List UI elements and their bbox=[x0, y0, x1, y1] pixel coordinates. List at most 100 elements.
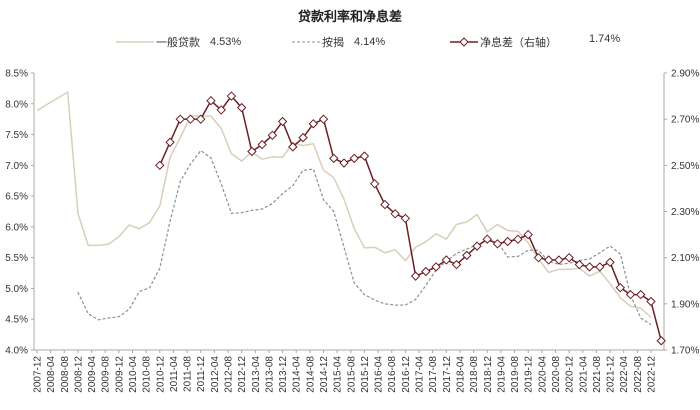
x-axis-tick-label: 2018-12 bbox=[483, 356, 494, 393]
diamond-marker-icon bbox=[216, 105, 226, 115]
left-axis-tick-label: 5.5% bbox=[5, 253, 28, 264]
x-axis-tick-label: 2015-08 bbox=[346, 356, 357, 393]
diamond-marker-icon bbox=[615, 282, 625, 293]
legend-value: 4.53% bbox=[210, 36, 242, 48]
x-axis-tick-label: 2008-12 bbox=[73, 356, 84, 393]
x-axis-tick-label: 2017-04 bbox=[415, 356, 426, 393]
x-axis-tick-label: 2013-12 bbox=[278, 356, 289, 393]
chart-title: 贷款利率和净息差 bbox=[297, 10, 402, 25]
solid-line-legend-icon bbox=[116, 41, 154, 43]
legend-value: 1.74% bbox=[589, 33, 621, 45]
diamond-marker-icon bbox=[155, 160, 165, 171]
diamond-marker-icon bbox=[503, 236, 513, 247]
x-axis-tick-label: 2020-08 bbox=[551, 356, 562, 393]
diamond-marker-icon bbox=[390, 209, 400, 219]
x-axis-tick-label: 2014-08 bbox=[305, 356, 316, 393]
diamond-marker-icon bbox=[595, 262, 605, 272]
diamond-marker-icon bbox=[441, 255, 452, 265]
x-axis-tick-label: 2012-04 bbox=[210, 356, 221, 393]
right-axis-tick-label: 2.50% bbox=[671, 161, 699, 172]
x-axis-tick-label: 2011-04 bbox=[169, 356, 180, 392]
x-axis-tick-label: 2019-04 bbox=[496, 356, 507, 393]
right-axis-tick-label: 2.70% bbox=[671, 115, 699, 126]
diamond-marker-icon bbox=[543, 255, 554, 265]
left-axis-tick-label: 8.5% bbox=[5, 69, 28, 80]
x-axis-tick-label: 2017-12 bbox=[442, 356, 453, 393]
axes: 4.0% 4.5% 5.0% 5.5% 6.0% 6.5% 7.0% 7.5% 8.0% 8.5%… bbox=[5, 69, 699, 393]
diamond-marker-legend-icon bbox=[450, 37, 478, 47]
diamond-marker-icon bbox=[554, 255, 564, 265]
x-axis-tick-label: 2022-04 bbox=[619, 356, 630, 393]
x-axis-tick-label: 2008-08 bbox=[60, 356, 71, 393]
diamond-marker-icon bbox=[369, 179, 380, 189]
right-axis-tick-label: 1.70% bbox=[671, 346, 699, 357]
x-axis-tick-label: 2014-12 bbox=[319, 356, 330, 393]
diamond-marker-icon bbox=[339, 158, 349, 168]
diamond-marker-icon bbox=[267, 130, 278, 141]
diamond-marker-icon bbox=[236, 102, 247, 113]
diamond-marker-icon bbox=[298, 132, 308, 143]
x-axis-tick-label: 2010-08 bbox=[142, 356, 153, 393]
x-axis-tick-label: 2018-04 bbox=[455, 356, 466, 393]
nim-line bbox=[159, 95, 662, 341]
legend-label: 按揭 bbox=[322, 36, 344, 49]
diamond-marker-icon bbox=[226, 91, 237, 101]
left-axis-tick-label: 4.5% bbox=[5, 315, 28, 326]
x-axis-tick-label: 2010-12 bbox=[155, 356, 166, 393]
x-axis-tick-label: 2020-04 bbox=[537, 356, 548, 393]
legend-label: 一般贷款 bbox=[156, 36, 200, 49]
mortgage-line bbox=[77, 149, 652, 326]
diamond-marker-icon bbox=[472, 241, 482, 251]
diamond-marker-icon bbox=[288, 142, 298, 152]
legend-value: 4.14% bbox=[354, 36, 386, 48]
diamond-marker-icon bbox=[165, 137, 175, 147]
diamond-marker-icon bbox=[196, 114, 206, 124]
x-axis-tick-label: 2015-04 bbox=[333, 356, 344, 393]
diamond-marker-icon bbox=[359, 151, 370, 161]
diamond-marker-icon bbox=[533, 252, 544, 263]
left-axis-tick-label: 4.0% bbox=[5, 346, 28, 357]
left-axis-tick-label: 6.5% bbox=[5, 192, 28, 203]
diamond-marker-icon bbox=[625, 289, 636, 300]
diamond-marker-icon bbox=[492, 239, 503, 249]
x-axis-tick-label: 2022-12 bbox=[646, 356, 657, 393]
left-axis-tick-label: 8.0% bbox=[5, 99, 28, 110]
diamond-marker-icon bbox=[185, 114, 196, 124]
x-axis-tick-label: 2009-04 bbox=[87, 356, 98, 393]
x-axis-tick-label: 2013-04 bbox=[251, 356, 262, 393]
diamond-marker-icon bbox=[564, 252, 574, 263]
right-axis-tick-label: 2.10% bbox=[671, 253, 699, 264]
legend-item-nim: 净息差（右轴） 1.74% bbox=[450, 33, 621, 50]
general-loan-line bbox=[36, 91, 652, 318]
left-axis-tick-label: 6.0% bbox=[5, 222, 28, 233]
x-axis-tick-label: 2011-12 bbox=[196, 356, 207, 392]
x-axis-tick-label: 2021-12 bbox=[606, 356, 617, 393]
x-axis-tick-label: 2022-08 bbox=[633, 356, 644, 393]
diamond-marker-icon bbox=[308, 119, 318, 129]
x-axis-tick-label: 2021-08 bbox=[592, 356, 603, 393]
diamond-marker-icon bbox=[175, 114, 185, 124]
left-axis-tick-label: 7.5% bbox=[5, 130, 28, 141]
x-axis-tick-label: 2019-08 bbox=[510, 356, 521, 393]
legend-label: 净息差（右轴） bbox=[480, 36, 557, 49]
diamond-marker-icon bbox=[636, 289, 646, 300]
diamond-marker-icon bbox=[410, 271, 421, 281]
left-axis-tick-label: 5.0% bbox=[5, 284, 28, 295]
diamond-marker-icon bbox=[318, 114, 329, 124]
x-axis-tick-label: 2018-08 bbox=[469, 356, 480, 393]
diamond-marker-icon bbox=[656, 336, 666, 346]
x-axis-tick-label: 2019-12 bbox=[524, 356, 535, 393]
left-axis-tick-label: 7.0% bbox=[5, 161, 28, 172]
diamond-marker-icon bbox=[451, 259, 462, 270]
x-axis-tick-label: 2008-04 bbox=[46, 356, 57, 393]
diamond-marker-icon bbox=[431, 262, 441, 272]
diamond-marker-icon bbox=[584, 262, 595, 272]
diamond-marker-icon bbox=[605, 257, 615, 267]
diamond-marker-icon bbox=[349, 153, 359, 164]
legend-item-general-loan: 一般贷款 4.53% bbox=[116, 34, 241, 50]
x-axis-tick-label: 2012-12 bbox=[237, 356, 248, 393]
diamond-marker-icon bbox=[329, 153, 339, 164]
diamond-marker-icon bbox=[206, 95, 216, 106]
x-axis-tick-label: 2016-04 bbox=[374, 356, 385, 393]
